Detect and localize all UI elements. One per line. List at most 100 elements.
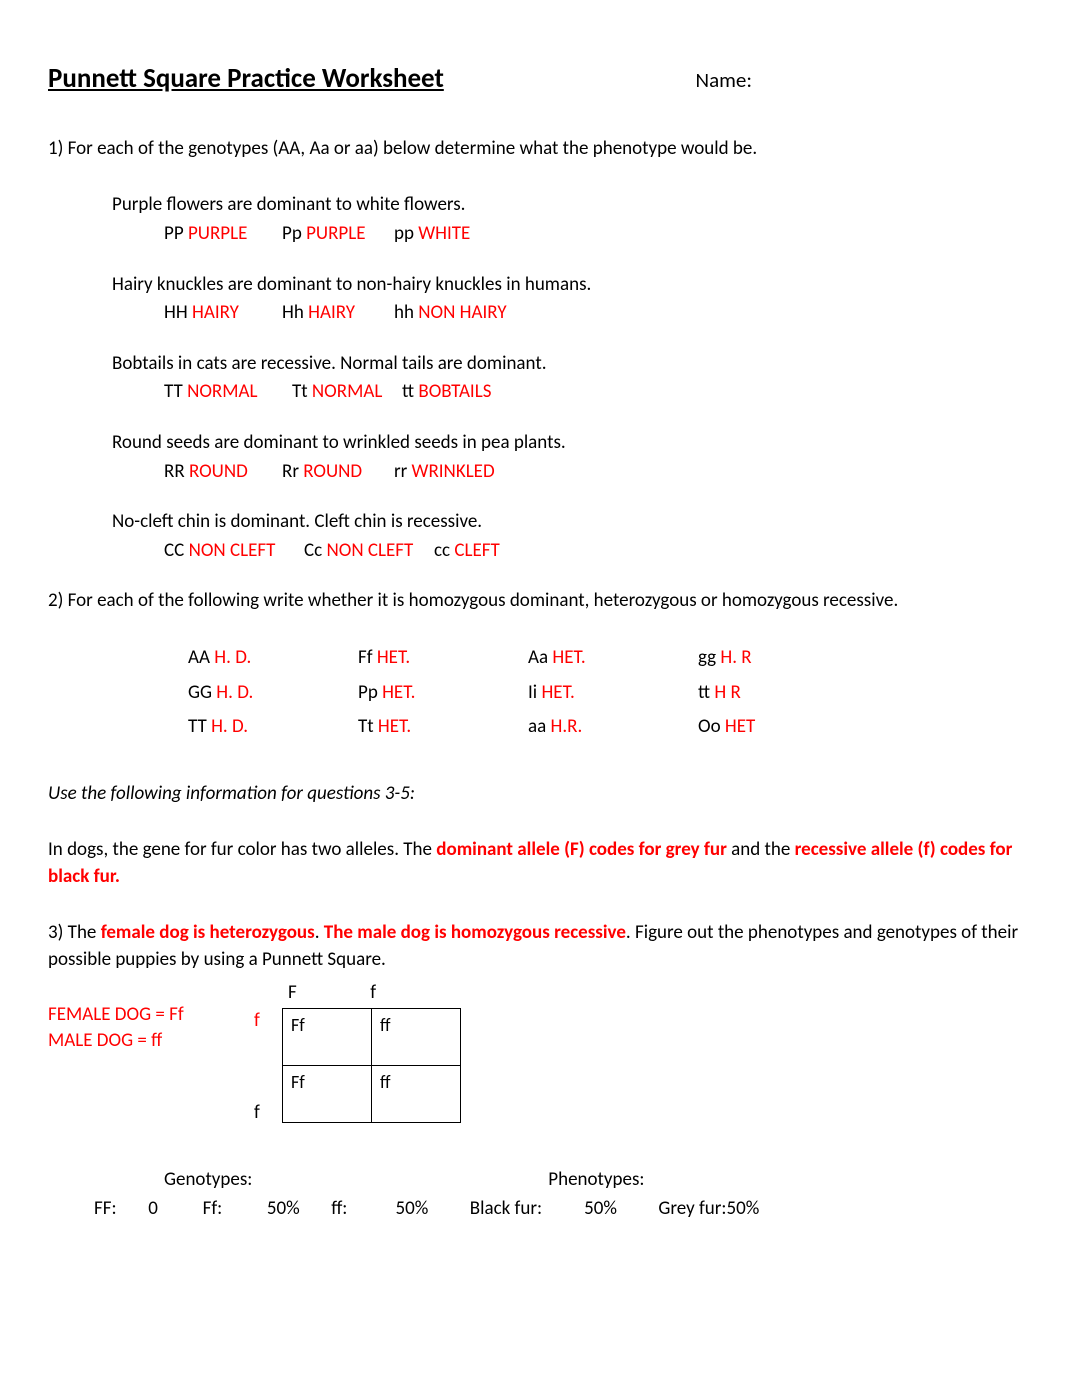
q2-cell: TT H. D.	[188, 714, 358, 741]
q2-row: TT H. D.Tt HET.aa H.R.Oo HET	[188, 714, 1032, 741]
trait-description: Bobtails in cats are recessive. Normal t…	[112, 351, 1032, 378]
female-dog-label: FEMALE DOG = Ff	[48, 1002, 248, 1029]
q2-cell: gg H. R	[698, 645, 868, 672]
genotype-answer: TT NORMAL	[164, 379, 292, 406]
q2-answer: HET.	[378, 715, 411, 738]
phenotype-answer: BOBTAILS	[418, 380, 491, 403]
q2-answer: HET.	[541, 681, 574, 704]
punnett-cell-10: Ff	[283, 1066, 372, 1123]
phenotype-answer: ROUND	[303, 460, 362, 483]
genotype-answer: cc CLEFT	[434, 538, 534, 565]
genotype: Tt	[292, 380, 312, 403]
trait-description: Hairy knuckles are dominant to non-hairy…	[112, 272, 1032, 299]
q2-cell: Ff HET.	[358, 645, 528, 672]
genotype-answer: PP PURPLE	[164, 221, 282, 248]
trait-answers: RR ROUNDRr ROUNDrr WRINKLED	[164, 459, 1032, 486]
trait-block: Bobtails in cats are recessive. Normal t…	[112, 351, 1032, 406]
phenotype-answer: HAIRY	[192, 301, 239, 324]
phenotype-answer: CLEFT	[454, 539, 499, 562]
genotype: hh	[394, 301, 418, 324]
genotype-answer: Hh HAIRY	[282, 300, 394, 327]
genotype-answer: Pp PURPLE	[282, 221, 394, 248]
trait-block: Hairy knuckles are dominant to non-hairy…	[112, 272, 1032, 327]
q2-answer: H R	[714, 681, 740, 704]
q2-cell: Oo HET	[698, 714, 868, 741]
dogs-intro-pre: In dogs, the gene for fur color has two …	[48, 838, 436, 861]
q2-genotype: AA	[188, 646, 214, 669]
header: Punnett Square Practice Worksheet Name:	[48, 60, 1032, 98]
q2-genotype: Oo	[698, 715, 725, 738]
results-row: FF: 0 Ff: 50% ff: 50% Black fur: 50% Gre…	[94, 1196, 1032, 1223]
genotype: Pp	[282, 222, 306, 245]
q2-cell: Ii HET.	[528, 680, 698, 707]
q2-answer: HET.	[382, 681, 415, 704]
punnett-cell-01: ff	[372, 1009, 461, 1066]
genotype-answer: Tt NORMAL	[292, 379, 402, 406]
genotype-answer: tt BOBTAILS	[402, 379, 522, 406]
phenotype-answer: NORMAL	[187, 380, 257, 403]
q2-genotype: aa	[528, 715, 551, 738]
phenotype-answer: WRINKLED	[412, 460, 495, 483]
q2-answer: H. D.	[211, 715, 248, 738]
left-allele-2: f	[254, 1100, 260, 1127]
q2-cell: Aa HET.	[528, 645, 698, 672]
question-2-prompt: 2) For each of the following write wheth…	[48, 588, 1032, 615]
trait-answers: CC NON CLEFTCc NON CLEFTcc CLEFT	[164, 538, 1032, 565]
trait-description: Purple flowers are dominant to white flo…	[112, 192, 1032, 219]
phenotype-answer: PURPLE	[306, 222, 365, 245]
phenotypes-header: Phenotypes:	[548, 1168, 644, 1191]
left-allele-1: f	[254, 1008, 260, 1035]
q2-answer: HET	[725, 715, 755, 738]
punnett-cell-11: ff	[372, 1066, 461, 1123]
q2-answer: H. R	[720, 646, 751, 669]
q2-row: GG H. D.Pp HET.Ii HET.tt H R	[188, 680, 1032, 707]
trait-description: No-cleft chin is dominant. Cleft chin is…	[112, 509, 1032, 536]
phenotype-answer: HAIRY	[308, 301, 355, 324]
q2-grid: AA H. D.Ff HET.Aa HET.gg H. RGG H. D.Pp …	[188, 645, 1032, 741]
q3-red1: female dog is heterozygous	[101, 921, 315, 944]
genotypes-header: Genotypes:	[164, 1167, 544, 1194]
Ff-val: 50%	[267, 1196, 327, 1223]
q2-row: AA H. D.Ff HET.Aa HET.gg H. R	[188, 645, 1032, 672]
trait-block: No-cleft chin is dominant. Cleft chin is…	[112, 509, 1032, 564]
black-label: Black fur:	[470, 1196, 580, 1223]
q3-pre: 3) The	[48, 921, 101, 944]
q1-traits: Purple flowers are dominant to white flo…	[48, 192, 1032, 564]
q2-genotype: tt	[698, 681, 714, 704]
page-title: Punnett Square Practice Worksheet	[48, 60, 444, 98]
q2-genotype: TT	[188, 715, 211, 738]
genotype-answer: RR ROUND	[164, 459, 282, 486]
question-1-prompt: 1) For each of the genotypes (AA, Aa or …	[48, 136, 1032, 163]
dogs-intro-mid: and the	[727, 838, 795, 861]
genotype-answer: HH HAIRY	[164, 300, 282, 327]
q2-genotype: GG	[188, 681, 216, 704]
genotype: PP	[164, 222, 188, 245]
trait-description: Round seeds are dominant to wrinkled see…	[112, 430, 1032, 457]
q2-answer: H.R.	[551, 715, 583, 738]
black-val: 50%	[584, 1196, 654, 1223]
q2-cell: AA H. D.	[188, 645, 358, 672]
trait-block: Round seeds are dominant to wrinkled see…	[112, 430, 1032, 485]
q2-answer: H. D.	[214, 646, 251, 669]
q2-cell: Pp HET.	[358, 680, 528, 707]
grey-label: Grey fur:	[658, 1196, 726, 1223]
q3-mid: .	[315, 921, 324, 944]
q2-genotype: Ii	[528, 681, 541, 704]
q3-red2: The male dog is homozygous recessive	[324, 921, 626, 944]
genotype: rr	[394, 460, 412, 483]
FF-val: 0	[148, 1196, 198, 1223]
phenotype-answer: NON CLEFT	[189, 539, 276, 562]
genotype-answer: hh NON HAIRY	[394, 300, 534, 327]
dogs-intro-red1: dominant allele (F) codes for grey fur	[436, 838, 727, 861]
q2-cell: aa H.R.	[528, 714, 698, 741]
q2-genotype: gg	[698, 646, 720, 669]
genotype: Hh	[282, 301, 308, 324]
q2-cell: GG H. D.	[188, 680, 358, 707]
genotype: HH	[164, 301, 192, 324]
q2-genotype: Pp	[358, 681, 382, 704]
FF-label: FF:	[94, 1196, 144, 1223]
genotype: TT	[164, 380, 187, 403]
q2-genotype: Ff	[358, 646, 377, 669]
q2-cell: tt H R	[698, 680, 868, 707]
phenotype-answer: WHITE	[418, 222, 470, 245]
